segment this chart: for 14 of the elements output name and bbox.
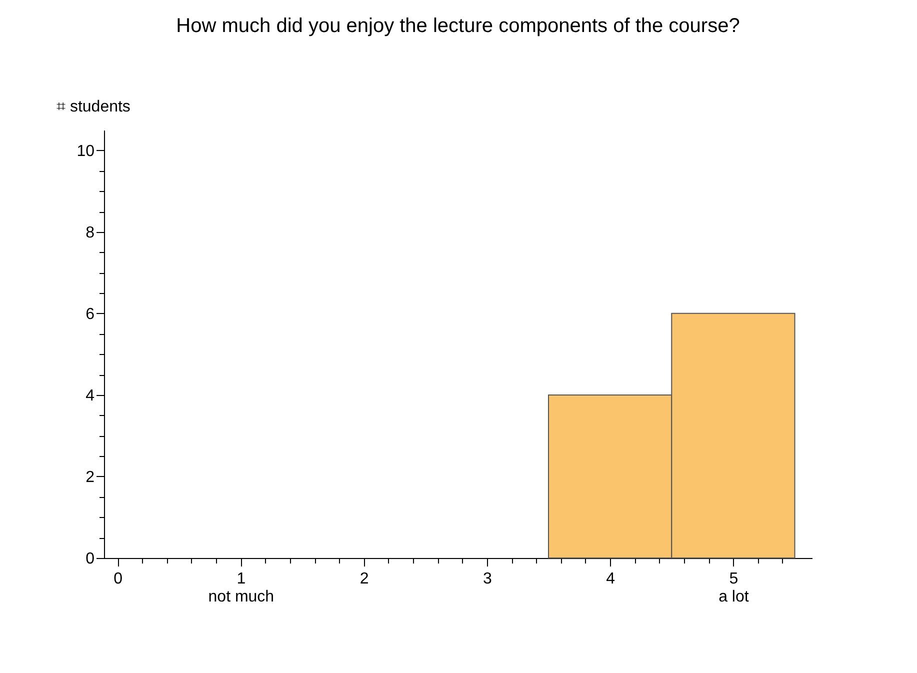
y-tick-label: 10 bbox=[76, 142, 95, 160]
y-axis-title: ⌗ students bbox=[56, 98, 130, 116]
x-tick-label: 5 a lot bbox=[718, 570, 750, 606]
y-tick-label: 0 bbox=[86, 550, 95, 568]
y-tick-label: 2 bbox=[86, 468, 95, 486]
x-tick-label: 3 bbox=[482, 570, 492, 588]
x-tick-label: 1 not much bbox=[208, 570, 274, 606]
x-tick-label: 4 bbox=[606, 570, 616, 588]
y-tick-label: 8 bbox=[86, 224, 95, 242]
chart-title: How much did you enjoy the lecture components of the course? bbox=[176, 15, 740, 37]
x-tick-label: 2 bbox=[360, 570, 369, 588]
y-tick-label: 6 bbox=[86, 306, 95, 323]
x-tick-label: 0 bbox=[114, 570, 123, 588]
y-tick-label: 4 bbox=[86, 387, 95, 404]
